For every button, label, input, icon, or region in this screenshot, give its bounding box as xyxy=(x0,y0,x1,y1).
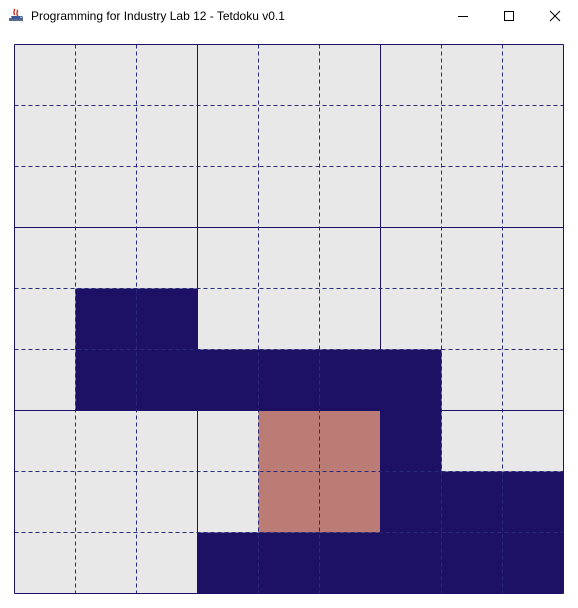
board-cell-empty[interactable] xyxy=(441,410,503,472)
board-cell-empty[interactable] xyxy=(380,105,442,167)
board-cell-empty[interactable] xyxy=(319,166,381,228)
board-cell-empty[interactable] xyxy=(197,166,259,228)
board-cell-empty[interactable] xyxy=(258,105,320,167)
board-cell-filled[interactable] xyxy=(502,532,564,594)
board-cell-empty[interactable] xyxy=(14,532,76,594)
board-cell-filled[interactable] xyxy=(197,349,259,411)
board-cell-empty[interactable] xyxy=(197,471,259,533)
board-cell-empty[interactable] xyxy=(197,410,259,472)
board-cell-filled[interactable] xyxy=(380,532,442,594)
board-cell-empty[interactable] xyxy=(75,227,137,289)
board-cell-empty[interactable] xyxy=(319,288,381,350)
board-cell-empty[interactable] xyxy=(502,227,564,289)
board-cell-empty[interactable] xyxy=(75,44,137,106)
maximize-icon xyxy=(504,10,514,21)
board-cell-empty[interactable] xyxy=(441,105,503,167)
board-cell-empty[interactable] xyxy=(380,166,442,228)
board-cell-filled[interactable] xyxy=(319,349,381,411)
board-cell-empty[interactable] xyxy=(14,105,76,167)
board-cell-empty[interactable] xyxy=(136,166,198,228)
board-cell-empty[interactable] xyxy=(14,349,76,411)
board-cell-filled[interactable] xyxy=(75,349,137,411)
board-cell-empty[interactable] xyxy=(319,44,381,106)
board-cell-filled[interactable] xyxy=(258,532,320,594)
board-cell-filled[interactable] xyxy=(380,410,442,472)
board-cell-filled[interactable] xyxy=(136,288,198,350)
board-cell-empty[interactable] xyxy=(14,227,76,289)
board-cell-empty[interactable] xyxy=(258,227,320,289)
board-cell-filled[interactable] xyxy=(319,532,381,594)
board-cell-empty[interactable] xyxy=(197,288,259,350)
board-cell-empty[interactable] xyxy=(136,227,198,289)
board-cell-empty[interactable] xyxy=(75,410,137,472)
board-cell-empty[interactable] xyxy=(136,44,198,106)
maximize-button[interactable] xyxy=(486,0,532,31)
board-cell-empty[interactable] xyxy=(136,532,198,594)
board-cell-empty[interactable] xyxy=(14,166,76,228)
board-cell-empty[interactable] xyxy=(136,410,198,472)
board-cell-empty[interactable] xyxy=(75,166,137,228)
board-cell-empty[interactable] xyxy=(319,105,381,167)
board-cell-empty[interactable] xyxy=(441,227,503,289)
board-cell-empty[interactable] xyxy=(380,227,442,289)
board-cell-empty[interactable] xyxy=(197,44,259,106)
board-cell-empty[interactable] xyxy=(75,532,137,594)
board-cell-empty[interactable] xyxy=(14,288,76,350)
close-button[interactable] xyxy=(532,0,578,31)
board-cell-filled[interactable] xyxy=(136,349,198,411)
board-cell-filled[interactable] xyxy=(258,349,320,411)
board-cell-empty[interactable] xyxy=(14,471,76,533)
minimize-button[interactable] xyxy=(440,0,486,31)
board-cell-empty[interactable] xyxy=(502,410,564,472)
board-cell-filled[interactable] xyxy=(502,471,564,533)
window-title: Programming for Industry Lab 12 - Tetdok… xyxy=(31,9,285,23)
board-cell-empty[interactable] xyxy=(75,471,137,533)
board-cell-filled[interactable] xyxy=(441,471,503,533)
board-cell-empty[interactable] xyxy=(380,44,442,106)
board-cell-empty[interactable] xyxy=(136,105,198,167)
board-cell-empty[interactable] xyxy=(502,166,564,228)
board-cell-active[interactable] xyxy=(258,471,320,533)
board-cell-empty[interactable] xyxy=(441,288,503,350)
board-cell-active[interactable] xyxy=(319,410,381,472)
board-cell-filled[interactable] xyxy=(75,288,137,350)
board-cell-empty[interactable] xyxy=(14,410,76,472)
board-cell-active[interactable] xyxy=(258,410,320,472)
board-cell-empty[interactable] xyxy=(319,227,381,289)
board-cell-empty[interactable] xyxy=(380,288,442,350)
board-cell-empty[interactable] xyxy=(136,471,198,533)
minimize-icon xyxy=(458,15,468,17)
board-cell-empty[interactable] xyxy=(14,44,76,106)
board-cell-active[interactable] xyxy=(319,471,381,533)
tetdoku-board[interactable] xyxy=(14,44,564,594)
title-bar[interactable]: Programming for Industry Lab 12 - Tetdok… xyxy=(0,0,578,32)
board-cell-empty[interactable] xyxy=(258,166,320,228)
java-app-icon xyxy=(8,7,24,23)
board-cell-filled[interactable] xyxy=(380,349,442,411)
board-cell-empty[interactable] xyxy=(441,44,503,106)
board-cell-filled[interactable] xyxy=(380,471,442,533)
board-cell-empty[interactable] xyxy=(258,44,320,106)
board-cell-empty[interactable] xyxy=(441,166,503,228)
board-cell-empty[interactable] xyxy=(502,349,564,411)
board-cell-empty[interactable] xyxy=(502,105,564,167)
board-cell-empty[interactable] xyxy=(197,105,259,167)
board-cell-empty[interactable] xyxy=(502,44,564,106)
board-cell-filled[interactable] xyxy=(441,532,503,594)
board-cell-empty[interactable] xyxy=(258,288,320,350)
board-cell-empty[interactable] xyxy=(502,288,564,350)
board-cell-filled[interactable] xyxy=(197,532,259,594)
board-cell-empty[interactable] xyxy=(197,227,259,289)
client-area xyxy=(0,32,578,608)
board-cell-empty[interactable] xyxy=(441,349,503,411)
board-cell-empty[interactable] xyxy=(75,105,137,167)
close-icon xyxy=(549,10,561,21)
